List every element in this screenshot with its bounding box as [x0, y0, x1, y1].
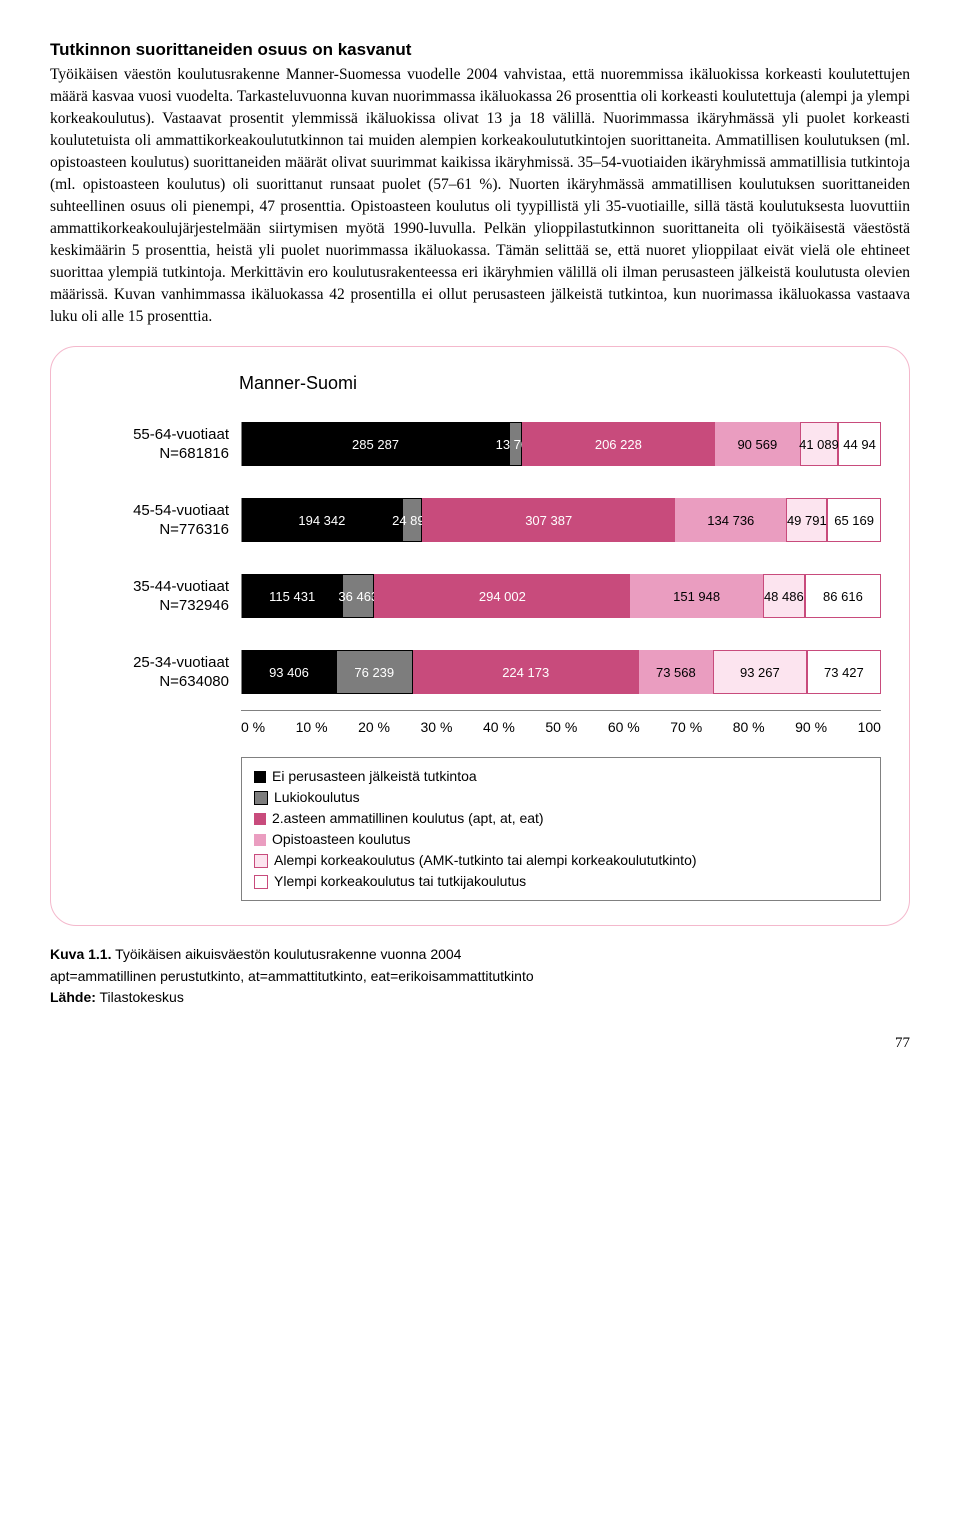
legend-swatch: [254, 854, 268, 868]
bar-segment: 73 427: [807, 650, 881, 694]
bar-segment: 134 736: [675, 498, 786, 542]
chart-title: Manner-Suomi: [239, 373, 881, 394]
bar-chart: 55-64-vuotiaatN=681816285 28713 703206 2…: [79, 422, 881, 694]
bar-segment: 41 089: [800, 422, 838, 466]
bar-segment: 48 486: [763, 574, 805, 618]
bar-track: 194 34224 891307 387134 73649 79165 169: [241, 498, 881, 542]
legend-row: Ylempi korkeakoulutus tai tutkijakoulutu…: [254, 871, 868, 892]
bar-segment: 224 173: [413, 650, 639, 694]
legend-swatch: [254, 791, 268, 805]
legend-label: Alempi korkeakoulutus (AMK-tutkinto tai …: [274, 850, 697, 871]
bar-label: 35-44-vuotiaatN=732946: [79, 577, 241, 616]
body-paragraph: Työikäisen väestön koulutusrakenne Manne…: [50, 64, 910, 328]
bar-row: 25-34-vuotiaatN=63408093 40676 239224 17…: [79, 650, 881, 694]
axis-tick: 70 %: [670, 719, 702, 735]
legend-swatch: [254, 834, 266, 846]
axis-tick: 60 %: [608, 719, 640, 735]
axis-tick: 90 %: [795, 719, 827, 735]
bar-segment: 90 569: [715, 422, 800, 466]
legend-row: Lukiokoulutus: [254, 787, 868, 808]
bar-segment: 24 891: [402, 498, 422, 542]
axis-tick: 80 %: [733, 719, 765, 735]
bar-track: 93 40676 239224 17373 56893 26773 427: [241, 650, 881, 694]
section-heading: Tutkinnon suorittaneiden osuus on kasvan…: [50, 40, 910, 60]
bar-segment: 115 431: [242, 574, 342, 618]
legend-label: 2.asteen ammatillinen koulutus (apt, at,…: [272, 808, 544, 829]
page-number: 77: [50, 1035, 910, 1052]
bar-segment: 294 002: [374, 574, 630, 618]
axis-tick: 20 %: [358, 719, 390, 735]
legend-label: Lukiokoulutus: [274, 787, 360, 808]
bar-label: 55-64-vuotiaatN=681816: [79, 425, 241, 464]
bar-segment: 49 791: [786, 498, 827, 542]
bar-label: 45-54-vuotiaatN=776316: [79, 501, 241, 540]
bar-segment: 73 568: [639, 650, 713, 694]
bar-segment: 76 239: [336, 650, 413, 694]
chart-panel: Manner-Suomi 55-64-vuotiaatN=681816285 2…: [50, 346, 910, 926]
bar-segment: 307 387: [422, 498, 675, 542]
bar-row: 55-64-vuotiaatN=681816285 28713 703206 2…: [79, 422, 881, 466]
bar-segment: 36 463: [342, 574, 374, 618]
bar-segment: 86 616: [805, 574, 881, 618]
bar-segment: 206 228: [522, 422, 715, 466]
bar-segment: 194 342: [242, 498, 402, 542]
bar-segment: 13 703: [509, 422, 522, 466]
legend-row: Ei perusasteen jälkeistä tutkintoa: [254, 766, 868, 787]
bar-segment: 285 287: [242, 422, 509, 466]
legend-row: Alempi korkeakoulutus (AMK-tutkinto tai …: [254, 850, 868, 871]
axis-tick: 50 %: [545, 719, 577, 735]
legend-label: Opistoasteen koulutus: [272, 829, 411, 850]
legend-row: Opistoasteen koulutus: [254, 829, 868, 850]
bar-segment: 93 267: [713, 650, 807, 694]
axis-tick: 100: [858, 719, 881, 735]
legend-label: Ei perusasteen jälkeistä tutkintoa: [272, 766, 477, 787]
bar-row: 35-44-vuotiaatN=732946115 43136 463294 0…: [79, 574, 881, 618]
chart-legend: Ei perusasteen jälkeistä tutkintoaLukiok…: [241, 757, 881, 901]
axis-tick: 10 %: [296, 719, 328, 735]
bar-segment: 65 169: [827, 498, 881, 542]
bar-segment: 44 94: [838, 422, 881, 466]
axis-tick: 40 %: [483, 719, 515, 735]
legend-row: 2.asteen ammatillinen koulutus (apt, at,…: [254, 808, 868, 829]
bar-segment: 93 406: [242, 650, 336, 694]
bar-track: 115 43136 463294 002151 94848 48686 616: [241, 574, 881, 618]
axis-tick: 30 %: [421, 719, 453, 735]
bar-segment: 151 948: [630, 574, 762, 618]
legend-swatch: [254, 813, 266, 825]
figure-caption: Kuva 1.1. Työikäisen aikuisväestön koulu…: [50, 944, 910, 1009]
legend-swatch: [254, 875, 268, 889]
axis-tick: 0 %: [241, 719, 265, 735]
legend-label: Ylempi korkeakoulutus tai tutkijakoulutu…: [274, 871, 526, 892]
bar-track: 285 28713 703206 22890 56941 08944 94: [241, 422, 881, 466]
legend-swatch: [254, 771, 266, 783]
bar-label: 25-34-vuotiaatN=634080: [79, 653, 241, 692]
x-axis: 0 % 10 % 20 % 30 % 40 % 50 % 60 % 70 % 80 % 90 % 1…: [79, 710, 881, 735]
bar-row: 45-54-vuotiaatN=776316194 34224 891307 3…: [79, 498, 881, 542]
